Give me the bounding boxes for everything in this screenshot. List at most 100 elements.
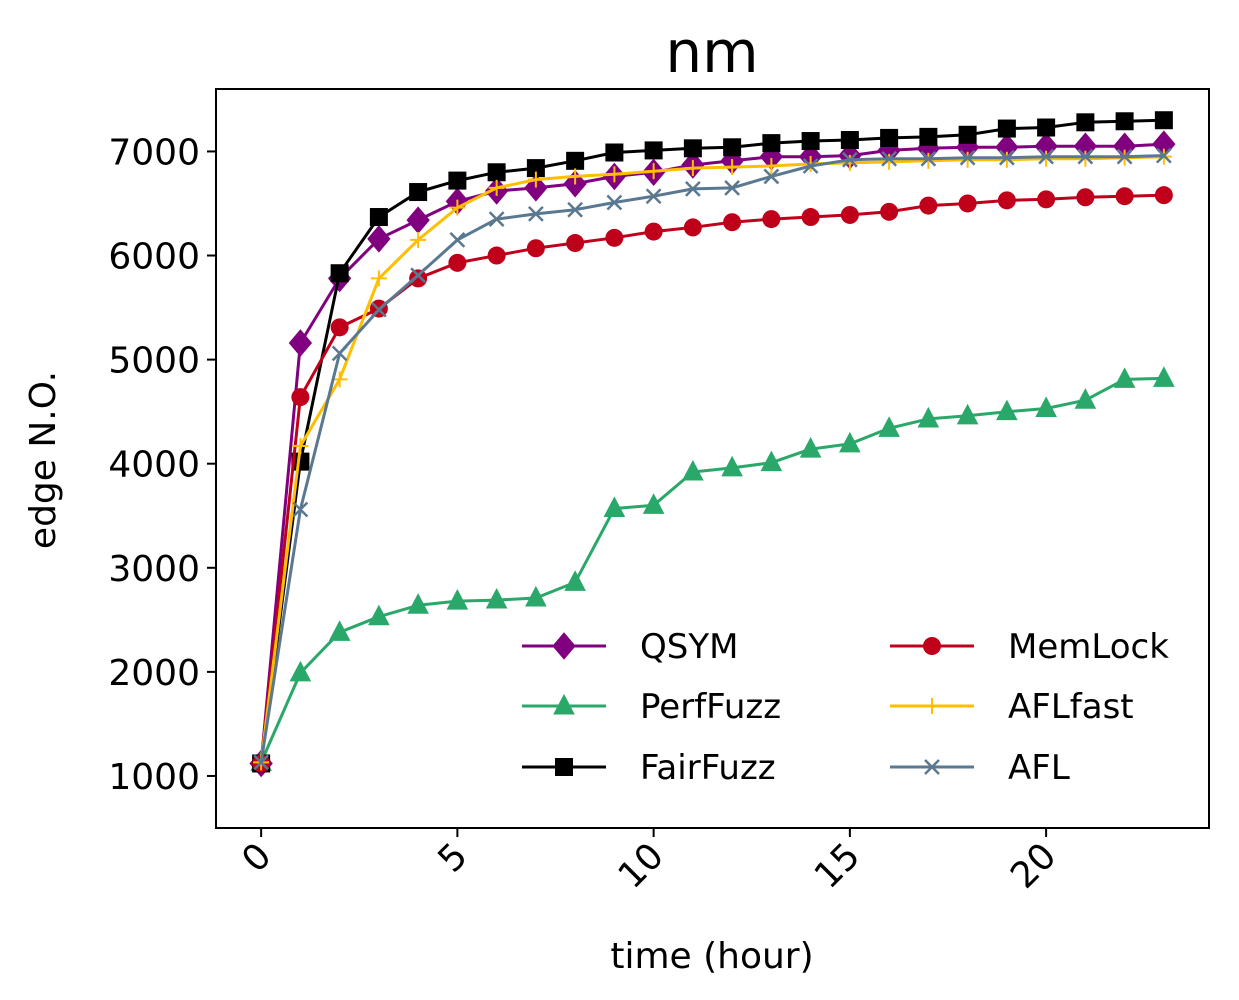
aflfast-point — [763, 158, 780, 175]
x-axis: 0 5 10 15 20 — [234, 828, 1064, 897]
afl-point — [410, 267, 427, 284]
perffuzz-point — [1153, 366, 1175, 387]
afl-point — [1155, 147, 1172, 164]
afl-point — [959, 149, 976, 166]
legend-item-aflfast: AFLfast — [890, 687, 1134, 727]
aflfast-point — [684, 160, 701, 177]
x-tick-label: 5 — [431, 835, 476, 880]
memlock-point — [448, 253, 467, 272]
fairfuzz-point — [369, 208, 388, 227]
afl-point — [331, 345, 348, 362]
legend-item-afl: AFL — [890, 748, 1070, 788]
fairfuzz-point — [919, 127, 938, 146]
fairfuzz-point — [801, 132, 820, 151]
qsym-point — [288, 329, 313, 357]
memlock-point — [880, 202, 899, 221]
y-tick-label: 1000 — [108, 757, 200, 798]
afl-point — [606, 194, 623, 211]
fairfuzz-point — [762, 134, 781, 153]
afl-point — [370, 301, 387, 318]
afl-point — [1116, 148, 1133, 165]
series-memlock — [252, 186, 1173, 773]
series-afl — [253, 147, 1172, 771]
qsym-point — [367, 225, 391, 253]
afl-point — [724, 179, 741, 196]
y-tick-label: 3000 — [108, 549, 200, 590]
y-tick-label: 4000 — [108, 445, 200, 486]
aflfast-point — [449, 199, 466, 216]
fairfuzz-point — [1115, 112, 1134, 131]
perffuzz-point — [642, 493, 665, 514]
x-axis-label: time (hour) — [610, 936, 813, 977]
fairfuzz-point — [997, 119, 1016, 138]
afl-point — [684, 181, 701, 197]
x-tick-label: 15 — [807, 835, 868, 896]
afl-point — [802, 158, 819, 174]
aflfast-point — [724, 159, 741, 176]
legend-marker — [553, 693, 575, 715]
afl-point — [1038, 148, 1055, 165]
fairfuzz-point — [1154, 111, 1173, 130]
aflfast-point — [527, 171, 544, 188]
legend-marker — [923, 637, 941, 655]
afl-point — [488, 211, 505, 227]
memlock-point — [801, 208, 820, 227]
x-tick-label: 20 — [1003, 835, 1064, 896]
perffuzz-point — [289, 660, 312, 682]
plot-frame — [215, 88, 1210, 829]
y-axis: 1000 2000 3000 4000 5000 6000 7000 — [108, 132, 216, 798]
fairfuzz-point — [566, 151, 585, 170]
afl-point — [763, 168, 780, 185]
qsym-line — [259, 142, 1164, 764]
legend: QSYM PerfFuzz FairFuzz MemLock AFLfast AFL — [522, 627, 1169, 788]
fairfuzz-point — [723, 138, 742, 157]
perffuzz-point — [721, 455, 743, 477]
perffuzz-point — [1035, 396, 1057, 418]
memlock-point — [683, 218, 702, 237]
afl-point — [527, 206, 544, 222]
memlock-point — [919, 196, 938, 215]
fairfuzz-point — [409, 183, 428, 202]
aflfast-point — [410, 231, 427, 248]
memlock-point — [762, 210, 781, 229]
afl-point — [253, 754, 270, 771]
fairfuzz-point — [526, 159, 545, 178]
fairfuzz-point — [840, 131, 859, 150]
aflfast-point — [1077, 150, 1094, 167]
aflfast-point — [292, 438, 309, 455]
perffuzz-point — [878, 416, 900, 437]
afl-line — [259, 154, 1164, 763]
fairfuzz-point — [958, 125, 977, 144]
aflfast-point — [567, 168, 584, 185]
memlock-point — [605, 228, 624, 247]
fairfuzz-point — [1037, 118, 1056, 137]
memlock-point — [723, 213, 742, 232]
series-fairfuzz — [252, 111, 1173, 773]
afl-point — [1077, 148, 1094, 165]
perffuzz-point — [525, 585, 547, 607]
legend-marker — [924, 759, 940, 775]
aflfast-point — [881, 153, 898, 170]
perffuzz-point — [485, 587, 508, 609]
y-tick-label: 7000 — [108, 132, 200, 173]
memlock-line — [259, 193, 1164, 764]
afl-point — [449, 232, 466, 248]
perffuzz-point — [328, 620, 351, 641]
fairfuzz-point — [291, 452, 310, 471]
chart-title: nm — [665, 18, 758, 86]
memlock-point — [1115, 187, 1134, 206]
perffuzz-point — [996, 399, 1018, 421]
legend-label: MemLock — [1008, 627, 1169, 667]
fairfuzz-point — [644, 141, 663, 160]
legend-item-memlock: MemLock — [890, 627, 1169, 667]
aflfast-point — [959, 151, 976, 168]
aflfast-point — [841, 154, 858, 171]
series-aflfast — [253, 148, 1172, 771]
x-tick-label: 10 — [611, 835, 672, 896]
aflfast-point — [998, 151, 1015, 168]
perffuzz-point — [799, 437, 822, 458]
memlock-point — [330, 318, 349, 337]
memlock-point — [958, 194, 977, 213]
fairfuzz-line — [259, 118, 1164, 764]
